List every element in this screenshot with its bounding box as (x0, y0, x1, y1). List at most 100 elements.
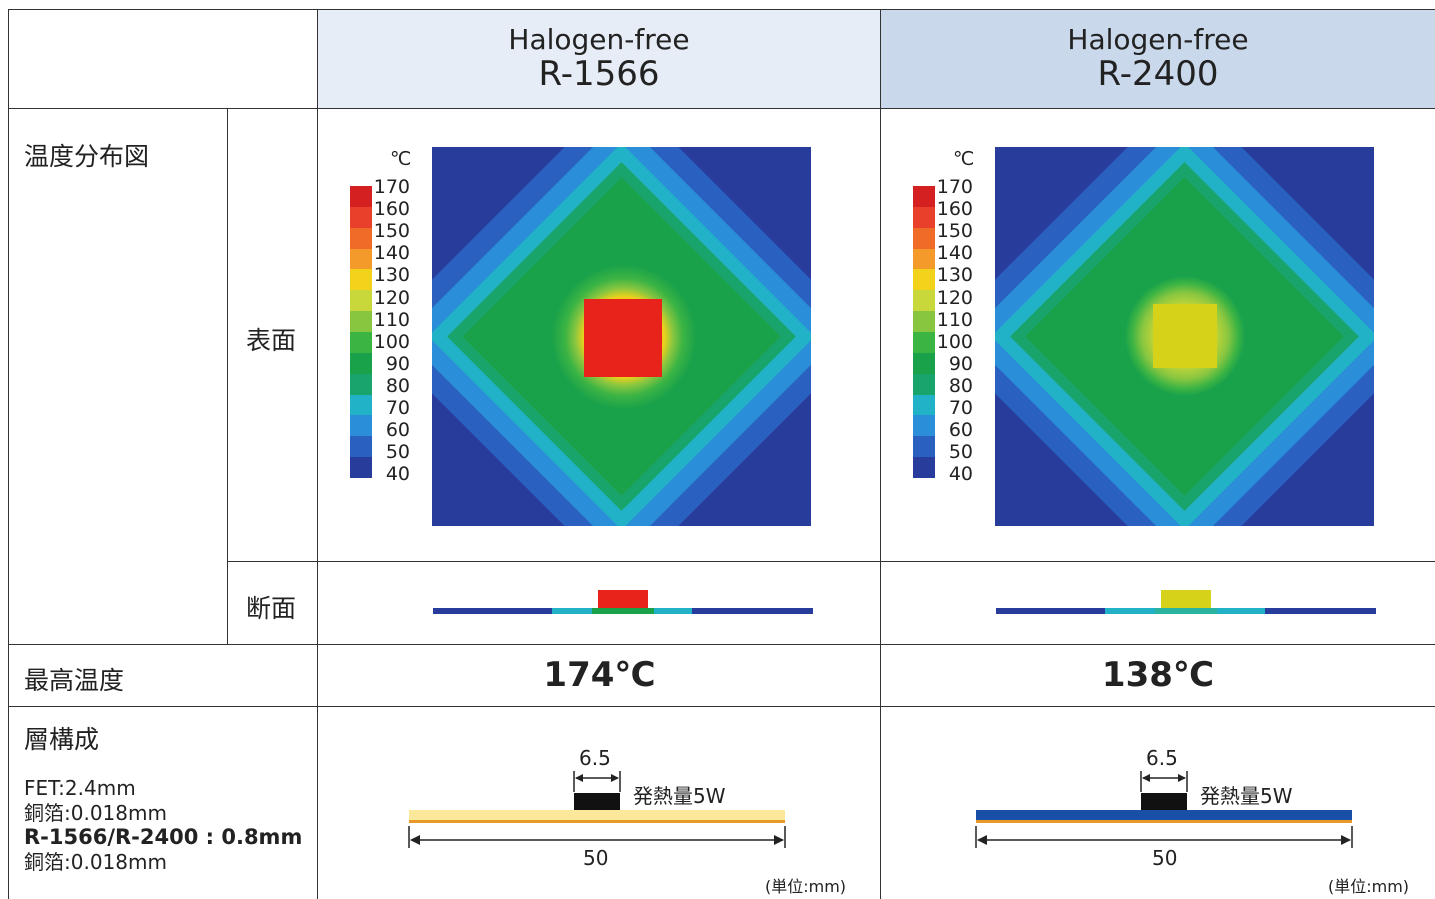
scale-label: 100 (936, 330, 973, 353)
scale-label: 150 (936, 220, 973, 243)
scale-label: 170 (373, 176, 410, 198)
unit-note-1: (単位:mm) (765, 877, 847, 896)
scale-label: 90 (948, 352, 973, 375)
scale-label: 70 (948, 397, 973, 419)
scale-swatch (913, 352, 935, 375)
row-label-max-temp: 最高温度 (24, 666, 125, 695)
color-scale-bar-1 (350, 186, 372, 479)
scale-label: 50 (948, 441, 973, 464)
surface-heatmap-2 (995, 147, 1374, 526)
column-2-line1: Halogen-free (1067, 22, 1249, 56)
scale-swatch (350, 269, 372, 291)
layer-core: R-1566/R-2400 : 0.8mm (24, 825, 303, 849)
fet-block-1 (574, 793, 620, 810)
scale-swatch (913, 227, 935, 250)
section-view-1 (433, 590, 813, 614)
scale-unit-2: ℃ (953, 148, 975, 170)
scale-swatch (350, 290, 372, 312)
scale-label: 50 (385, 441, 410, 464)
section-heat-source-2 (1161, 590, 1211, 608)
header-bg-2 (881, 10, 1435, 108)
grid-top (8, 9, 1435, 10)
scale-label: 120 (373, 286, 410, 309)
grid-v3 (880, 9, 881, 899)
max-temp-value-2: 138℃ (1101, 655, 1215, 695)
scale-label: 110 (373, 308, 410, 331)
scale-swatch (350, 206, 372, 229)
surface-heatmap-1 (432, 147, 811, 526)
layer-copper-2: 銅箔:0.018mm (24, 849, 167, 874)
grid-h3 (8, 644, 1435, 645)
scale-swatch (913, 457, 935, 479)
max-temp-value-1: 174℃ (543, 655, 656, 695)
scale-swatch (913, 311, 935, 333)
layer-diagram-2 (975, 771, 1353, 848)
scale-swatch (913, 415, 935, 437)
fet-block-2 (1141, 793, 1187, 810)
core-layer-2 (976, 810, 1352, 820)
scale-swatch (913, 394, 935, 416)
scale-label: 170 (936, 176, 973, 198)
layer-fet: FET:2.4mm (24, 776, 136, 800)
scale-label: 130 (373, 264, 410, 287)
scale-swatch (913, 269, 935, 291)
grid-v1 (227, 108, 228, 645)
scale-swatch (350, 394, 372, 416)
scale-swatch (913, 186, 935, 208)
core-layer-1 (409, 810, 785, 820)
scale-swatch (350, 227, 372, 250)
scale-swatch (350, 332, 372, 354)
scale-label: 100 (373, 330, 410, 353)
scale-swatch (913, 436, 935, 458)
scale-swatch (350, 186, 372, 208)
scale-swatch (913, 373, 935, 396)
scale-label: 160 (373, 198, 410, 221)
row-label-layers: 層構成 (24, 725, 100, 754)
color-scale-bar-2 (913, 186, 935, 479)
grid-v2 (317, 9, 318, 899)
scale-swatch (913, 332, 935, 354)
scale-label: 130 (936, 264, 973, 287)
scale-label: 90 (385, 352, 410, 375)
column-header-1: Halogen-free R-1566 (318, 10, 880, 108)
chip-width-label-1: 6.5 (579, 746, 611, 770)
layer-copper-1: 銅箔:0.018mm (24, 800, 167, 825)
length-label-1: 50 (583, 846, 609, 870)
heat-label-1: 発熱量5W (633, 784, 726, 808)
scale-label: 160 (936, 198, 973, 221)
grid-h1 (8, 108, 1435, 109)
row-label-distribution: 温度分布図 (24, 142, 150, 171)
scale-swatch (913, 248, 935, 270)
section-heat-source-1 (598, 590, 648, 608)
scale-swatch (350, 436, 372, 458)
scale-label: 80 (948, 374, 973, 397)
scale-label: 110 (936, 308, 973, 331)
scale-swatch (350, 248, 372, 270)
layer-diagram-1 (408, 771, 786, 848)
column-1-line2: R-1566 (538, 53, 660, 94)
column-header-2: Halogen-free R-2400 (881, 10, 1435, 108)
scale-swatch (913, 290, 935, 312)
grid-h4 (8, 706, 1435, 707)
scale-label: 60 (948, 419, 973, 442)
unit-note-2: (単位:mm) (1328, 877, 1410, 896)
section-view-2 (996, 590, 1376, 614)
scale-swatch (350, 457, 372, 479)
scale-label: 150 (373, 220, 410, 243)
scale-label: 80 (385, 374, 410, 397)
grid-v0 (8, 9, 9, 899)
scale-swatch (350, 311, 372, 333)
column-1-line1: Halogen-free (508, 22, 690, 56)
length-label-2: 50 (1152, 846, 1178, 870)
header-bg-1 (318, 10, 880, 108)
scale-label: 140 (936, 242, 973, 265)
scale-swatch (913, 206, 935, 229)
scale-unit-1: ℃ (390, 148, 412, 170)
scale-label: 40 (948, 463, 973, 486)
scale-swatch (350, 352, 372, 375)
scale-label: 120 (936, 286, 973, 309)
layer-info: FET:2.4mm 銅箔:0.018mm R-1566/R-2400 : 0.8… (24, 776, 302, 874)
scale-label: 70 (385, 397, 410, 419)
scale-swatch (350, 373, 372, 396)
column-2-line2: R-2400 (1097, 53, 1219, 94)
